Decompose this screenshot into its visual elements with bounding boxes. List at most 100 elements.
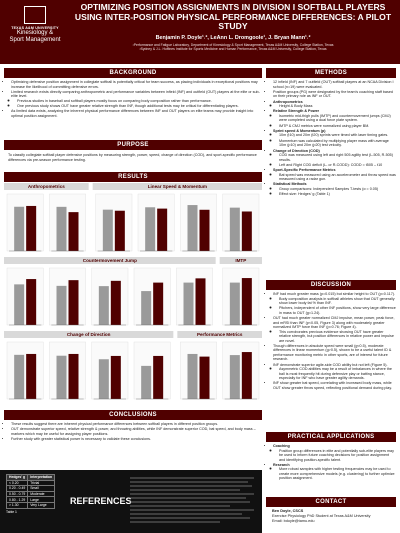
bar [241, 352, 252, 399]
bar [153, 282, 164, 325]
sub-list: 10m (t10) and 20m (t20) sprints were tim… [273, 133, 396, 147]
bar [187, 205, 198, 251]
bullet-text: Position groups (PG) were designated by … [273, 89, 393, 99]
bullet: INF demonstrate superior agile-side COD … [273, 363, 396, 381]
table-row: 0.50 - 0.79 Moderate [5, 490, 56, 498]
group-title: Countermovement Jump [83, 258, 137, 263]
purpose-section: PURPOSE To classify collegiate softball … [4, 140, 262, 170]
bullet-text: Further study with greater statistical p… [11, 437, 151, 442]
contact-info: Ben Doyle, CSCS Exercise Physiology PhD … [266, 507, 396, 526]
sub-bullet: Asymmetric COD abilities may be a result… [279, 367, 396, 381]
bar [241, 211, 252, 251]
bullet-list: INF had much greater mass (p=0.015) but … [266, 292, 396, 390]
sub-bullet: Momentum was calculated by multiplying p… [279, 139, 396, 148]
bullet: 12 infield (INF) and 7 outfield (OUT) so… [273, 80, 396, 89]
bar [187, 353, 198, 399]
bar [229, 282, 240, 325]
chart-frame [137, 193, 175, 252]
sub-bullet: Height & Body Mass [279, 104, 396, 109]
references-title: REFERENCES [70, 496, 132, 506]
bar [199, 209, 210, 251]
sub-list: Body composition analysis in softball at… [273, 297, 396, 316]
sub-list: Position group differences in elite and … [273, 449, 396, 463]
section-title: DISCUSSION [266, 280, 396, 290]
bullet-text: Sport-Specific Performance Metrics [273, 168, 336, 173]
section-title: METHODS [266, 68, 396, 78]
table-cell: < 0.20 [5, 479, 29, 487]
chart-frame [49, 341, 86, 400]
bullet-text: Coaching [273, 444, 290, 448]
bullet-text: Though differences in absolute speed wer… [273, 343, 392, 362]
bullet-text: INF show greater bat speed, correlating … [273, 381, 392, 390]
bullet-text: OUT had much greater normalized CMJ impu… [273, 316, 395, 330]
contact-email: Email: bdoyle@tamu.edu [272, 519, 315, 523]
bullet: Optimizing defensive position assignment… [11, 80, 262, 89]
sub-list: Previous studies in baseball and softbal… [11, 99, 262, 109]
bar [26, 205, 37, 251]
bar [98, 359, 109, 399]
bullet: Statistical MethodsGroup comparisons: In… [273, 182, 396, 196]
bar [26, 353, 37, 399]
sub-list: Height & Body Mass [273, 104, 396, 109]
affiliations: ¹Performance and Fatigue Laboratory, Dep… [72, 43, 394, 52]
chart-frame [222, 341, 260, 400]
table-cell: > 1.30 [5, 502, 29, 509]
sub-list: COD was measured using left and right 50… [273, 153, 396, 167]
group-header [177, 331, 262, 338]
bullet-text: These results suggest there are inherent… [11, 422, 219, 426]
bullet-list: CoachingPosition group differences in el… [266, 444, 396, 481]
chart-frame [49, 267, 86, 326]
bar [145, 207, 156, 251]
chart-frame [176, 267, 213, 326]
bullet: These results suggest there are inherent… [11, 422, 262, 427]
table: Hedges' g Interpretation < 0.20 Trivial 0.20… [5, 474, 56, 509]
sub-list: Isometric mid-thigh pulls (IMTP) and cou… [273, 114, 396, 128]
table-cell: 0.80 - 1.29 [5, 496, 29, 503]
bullet: Further study with greater statistical p… [11, 437, 262, 442]
bar [195, 278, 206, 325]
sub-bullet: Isometric mid-thigh pulls (IMTP) and cou… [279, 114, 396, 123]
section-title: PRACTICAL APPLICATIONS [266, 432, 396, 442]
sub-bullet: Effect size: Hedges' g (Table 1) [279, 192, 396, 197]
bar [110, 355, 121, 399]
bullet: INF had much greater mass (p=0.015) but … [273, 292, 396, 315]
logo-department: Kinesiology & [16, 30, 54, 36]
contact-section: CONTACT Ben Doyle, CSCS Exercise Physiol… [266, 497, 396, 531]
group-title: Performance Metrics [197, 332, 243, 337]
bar [114, 210, 125, 251]
bullet: As limited data exists, analyzing the in… [11, 109, 262, 118]
logo: TEXAS A&M UNIVERSITY Kinesiology & Sport… [4, 4, 66, 60]
header-cell: Hedges' g [5, 474, 29, 481]
affiliation: ²Sydney & J.L. Huffines Institute for Sp… [139, 47, 327, 52]
effect-size-table: Hedges' g Interpretation < 0.20 Trivial 0.20… [5, 474, 56, 514]
bullet-text: 12 infield (INF) and 7 outfield (OUT) so… [273, 80, 394, 89]
section-title: RESULTS [4, 172, 262, 182]
group-title: Anthropometrics [28, 184, 65, 189]
sub-bullet: Left and Right COD deficit (L- or R-CODD… [279, 163, 396, 168]
bullet-text: Research [273, 462, 290, 467]
bullet-text: OUT demonstrate superior speed, relative… [11, 427, 256, 436]
title: OPTIMIZING POSITION ASSIGNMENTS IN DIVIS… [74, 2, 392, 32]
bar [14, 284, 25, 325]
sub-bullet: IMTP & CMJ metrics were normalized using… [279, 124, 396, 129]
sub-bullet: Body composition analysis in softball at… [279, 297, 396, 306]
table-row: > 1.30 Very Large [5, 502, 56, 509]
bar [68, 212, 79, 251]
group-header [4, 183, 89, 190]
sub-bullet: Group comparisons: Independent Samples T… [279, 187, 396, 192]
sub-list: Group comparisons: Independent Samples T… [273, 187, 396, 197]
chart-frame [133, 267, 171, 326]
sub-bullet: Previous studies in baseball and softbal… [17, 99, 262, 104]
bar [68, 280, 79, 325]
contact-role: Exercise Physiology PhD Student at Texas… [272, 514, 371, 518]
chart-frame [91, 341, 129, 400]
bullet: Sport-Specific Performance MetricsBat sp… [273, 168, 396, 182]
conclusions-section: CONCLUSIONS These results suggest there a… [4, 410, 262, 468]
background-section: BACKGROUND Optimizing defensive position … [4, 68, 262, 138]
group-title: Change of Direction [67, 332, 111, 337]
sub-bullet: Bat speed was measured using an accelero… [279, 173, 396, 182]
logo-mark [24, 6, 46, 24]
bar [56, 355, 67, 399]
bullet: OUT demonstrate superior speed, relative… [11, 427, 262, 436]
table-caption: Table 1 [6, 509, 17, 514]
